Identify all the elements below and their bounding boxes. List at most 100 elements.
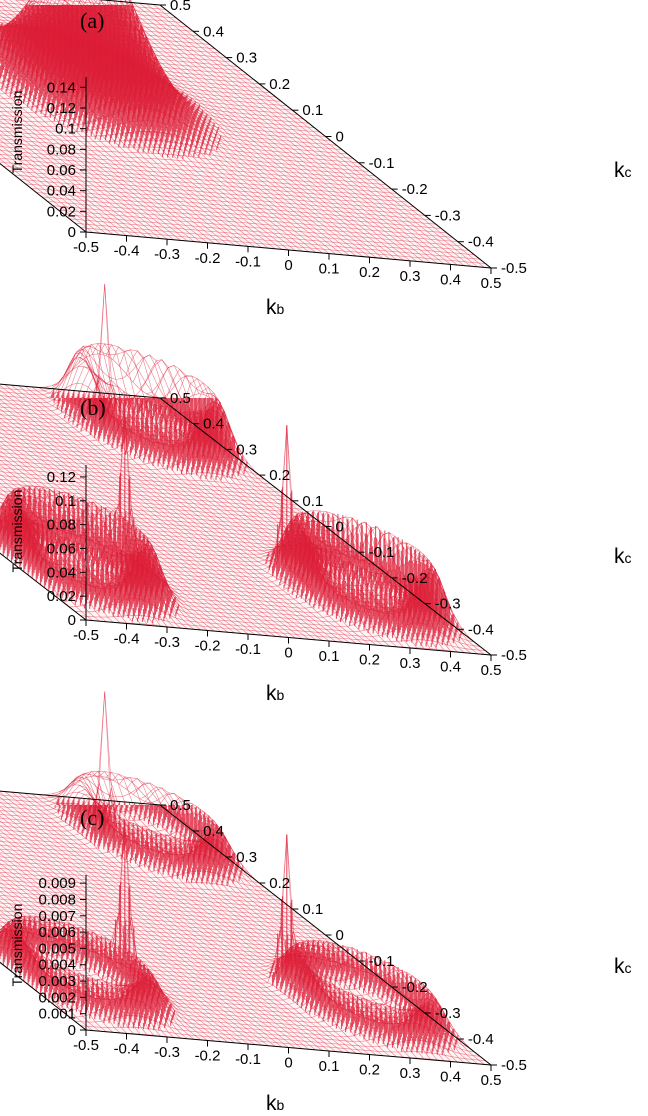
surface-col-line [0, 811, 303, 1049]
surface-col-line [0, 413, 289, 638]
surface-col-line [153, 801, 485, 1065]
surface-col-line [0, 139, 120, 236]
surface-col-line [0, 394, 316, 641]
surface-col-line [4, 791, 336, 1052]
surface-col-line [0, 796, 323, 1051]
surface-col-line [0, 858, 235, 1044]
z-tick-label: 0 [68, 612, 76, 629]
surface-col-line [0, 829, 276, 1047]
z-tick-label: 0.08 [47, 141, 76, 158]
surface-col-line [119, 1, 451, 265]
surface-col-line [0, 134, 127, 236]
x-tick-label: -0.2 [195, 638, 221, 655]
x-axis-title-sub-a: b [277, 301, 285, 317]
surface-col-line [0, 844, 255, 1045]
surface-col-line [0, 848, 249, 1045]
surface-col-line [126, 1, 458, 266]
panel-label-b: (b) [80, 395, 106, 420]
surface-col-line [0, 95, 181, 241]
surface-col-line [132, 2, 465, 266]
surface-col-line [0, 445, 242, 634]
surface-col-line [0, 403, 303, 639]
surface-col-line [0, 853, 242, 1044]
y-tick-label: 0.3 [236, 50, 257, 67]
surface-col-line [0, 153, 100, 234]
surface-col-line [112, 0, 444, 265]
surface-col-line [99, 0, 431, 263]
surface-col-line [0, 928, 100, 1032]
surface-col-line [11, 791, 343, 1053]
panel-label-a: (a) [80, 8, 104, 33]
surface-col-line [24, 386, 357, 644]
surface-col-line [11, 384, 343, 643]
panel-c: -0.5 -0.4 -0.3 -0.2 -0.1 0 0.1 0.2 0.3 0.4 0.5-0.5… [0, 691, 632, 1115]
y-tick-label: -0.3 [435, 596, 461, 613]
surface-col-line [0, 389, 323, 641]
y-tick-label: 0.5 [170, 0, 191, 14]
y-tick-label: -0.2 [402, 570, 428, 587]
surface-col-line [0, 488, 161, 626]
surface-col-line [146, 3, 478, 268]
y-tick-label: 0.2 [269, 76, 290, 93]
z-axis-title-a: Transmission [9, 91, 25, 174]
surface-col-line [0, 385, 330, 642]
surface-col-line [0, 834, 269, 1047]
surface-col-line [0, 792, 330, 1052]
x-tick-label: 0 [284, 645, 292, 662]
z-tick-label: 0.08 [47, 517, 76, 534]
y-tick-label: -0.4 [468, 234, 494, 251]
x-axis-title-main-a: k [266, 296, 277, 319]
back-left-edge [0, 163, 87, 233]
axes-a: -0.5 -0.4 -0.3 -0.2 -0.1 0 0.1 0.2 0.3 0.4 0.5-0.5… [0, 0, 527, 292]
surface-col-line [0, 148, 107, 235]
x-tick-label: -0.4 [114, 243, 140, 260]
back-top-edge [0, 383, 161, 399]
surface-col-line [0, 801, 316, 1051]
back-left-edge [0, 552, 87, 621]
axes-b: -0.5 -0.4 -0.3 -0.2 -0.1 0 0.1 0.2 0.3 0.4 0.5-0.5… [0, 383, 527, 679]
surface-col-line [0, 144, 114, 235]
surface-col-line [51, 784, 384, 1056]
y-tick-label: -0.5 [501, 647, 527, 664]
surface-col-line [0, 105, 168, 240]
surface-col-line [0, 417, 282, 638]
z-axis-title-b: Transmission [9, 490, 25, 573]
surface-col-line [0, 900, 175, 1038]
y-tick-label: 0.3 [236, 441, 257, 458]
z-tick-label: 0.12 [47, 100, 76, 117]
surface-col-line [18, 792, 350, 1053]
y-tick-label: 0.5 [170, 390, 191, 407]
surface-col-line [0, 422, 276, 637]
surface-col-line [0, 825, 282, 1048]
y-axis-title-a: kc [614, 159, 632, 182]
y-tick-label: 0 [336, 519, 344, 536]
surface-c [0, 691, 492, 1066]
y-tick-label: 0.4 [203, 416, 224, 433]
surface-col-line [24, 793, 357, 1054]
z-tick-label: 0.14 [47, 79, 76, 96]
surface-col-line [153, 4, 485, 268]
x-tick-label: 0 [284, 257, 292, 274]
surface-col-line [0, 436, 255, 635]
surface-col-line [0, 886, 195, 1040]
surface-col-line [0, 88, 188, 242]
surface-col-line [18, 385, 350, 643]
surface-col-line [0, 125, 141, 238]
y-tick-label: 0.2 [269, 467, 290, 484]
y-axis-title-b: kc [614, 545, 632, 568]
panel-b: -0.5 -0.4 -0.3 -0.2 -0.1 0 0.1 0.2 0.3 0.4 0.5-0.5… [0, 283, 632, 705]
z-tick-label: 0.04 [47, 564, 76, 581]
surface-col-line [0, 100, 174, 241]
x-tick-label: 0.1 [319, 648, 340, 665]
y-tick-label: -0.3 [435, 207, 461, 224]
surface-col-line [0, 120, 147, 238]
z-tick-label: 0.1 [55, 493, 76, 510]
x-tick-label: 0.3 [400, 655, 421, 672]
surface-a [0, 0, 492, 269]
y-tick-label: -0.5 [501, 260, 527, 277]
surface-col-line [0, 839, 262, 1046]
z-tick-label: 0 [68, 224, 76, 241]
surface-col-line [0, 910, 161, 1037]
x-tick-label: -0.3 [154, 246, 180, 263]
